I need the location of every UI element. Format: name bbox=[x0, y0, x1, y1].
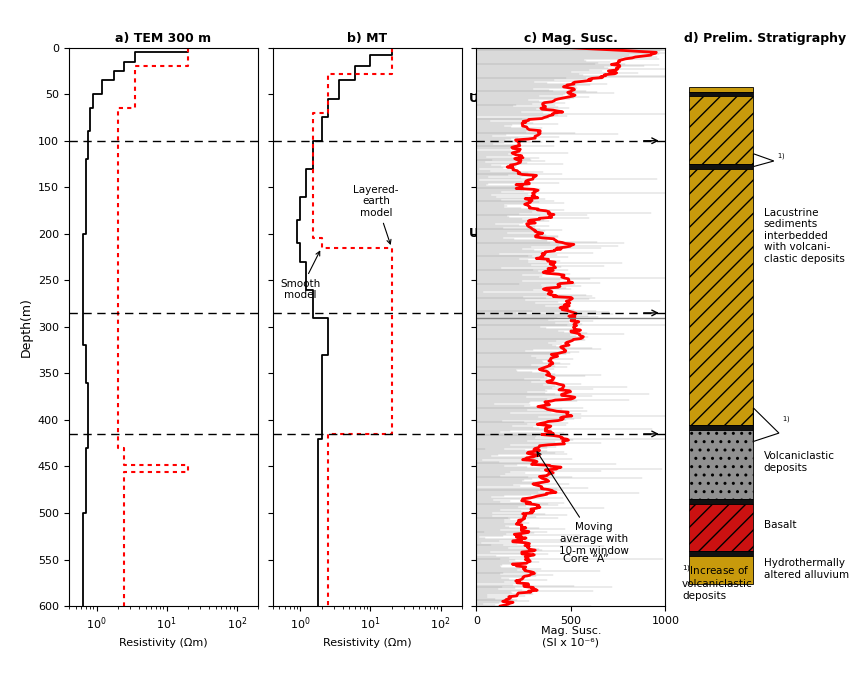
Polygon shape bbox=[753, 408, 779, 441]
Bar bbox=[689, 499, 753, 504]
Title: a) TEM 300 m: a) TEM 300 m bbox=[115, 32, 211, 45]
Bar bbox=[689, 92, 753, 96]
Bar bbox=[689, 430, 753, 499]
Text: $^{1)}$: $^{1)}$ bbox=[777, 153, 786, 163]
Text: Moving
average with
10-m window: Moving average with 10-m window bbox=[537, 452, 629, 556]
X-axis label: Resistivity (Ωm): Resistivity (Ωm) bbox=[323, 638, 411, 648]
Title: b) MT: b) MT bbox=[347, 32, 387, 45]
Text: Core “A”: Core “A” bbox=[564, 554, 609, 564]
Text: Hydrothermally
altered alluvium: Hydrothermally altered alluvium bbox=[764, 558, 849, 580]
Text: Basalt: Basalt bbox=[764, 520, 796, 530]
Text: Smooth
model: Smooth model bbox=[280, 251, 320, 300]
Text: Layered-
earth
model: Layered- earth model bbox=[353, 185, 399, 244]
Bar bbox=[689, 425, 753, 430]
Text: Lacustrine
sediments
interbedded
with volcani-
clastic deposits: Lacustrine sediments interbedded with vo… bbox=[764, 208, 844, 264]
Bar bbox=[689, 86, 753, 92]
Y-axis label: Depth(m): Depth(m) bbox=[19, 297, 33, 357]
Bar bbox=[689, 552, 753, 556]
Bar bbox=[689, 169, 753, 425]
X-axis label: Mag. Susc.
(SI x 10⁻⁶): Mag. Susc. (SI x 10⁻⁶) bbox=[540, 626, 601, 648]
Text: $^{1)}$: $^{1)}$ bbox=[783, 417, 791, 427]
Bar bbox=[689, 556, 753, 584]
Bar bbox=[689, 96, 753, 164]
Title: c) Mag. Susc.: c) Mag. Susc. bbox=[524, 32, 618, 45]
Text: U3: U3 bbox=[469, 227, 488, 240]
Polygon shape bbox=[753, 154, 774, 167]
X-axis label: Resistivity (Ωm): Resistivity (Ωm) bbox=[119, 638, 208, 648]
Text: Volcaniclastic
deposits: Volcaniclastic deposits bbox=[764, 452, 835, 473]
Bar bbox=[689, 504, 753, 552]
Title: d) Prelim. Stratigraphy: d) Prelim. Stratigraphy bbox=[685, 32, 846, 45]
Bar bbox=[689, 164, 753, 169]
Text: U2: U2 bbox=[469, 93, 488, 106]
Text: $^{1)}$Increase of
volcaniclastic
deposits: $^{1)}$Increase of volcaniclastic deposi… bbox=[682, 563, 752, 601]
